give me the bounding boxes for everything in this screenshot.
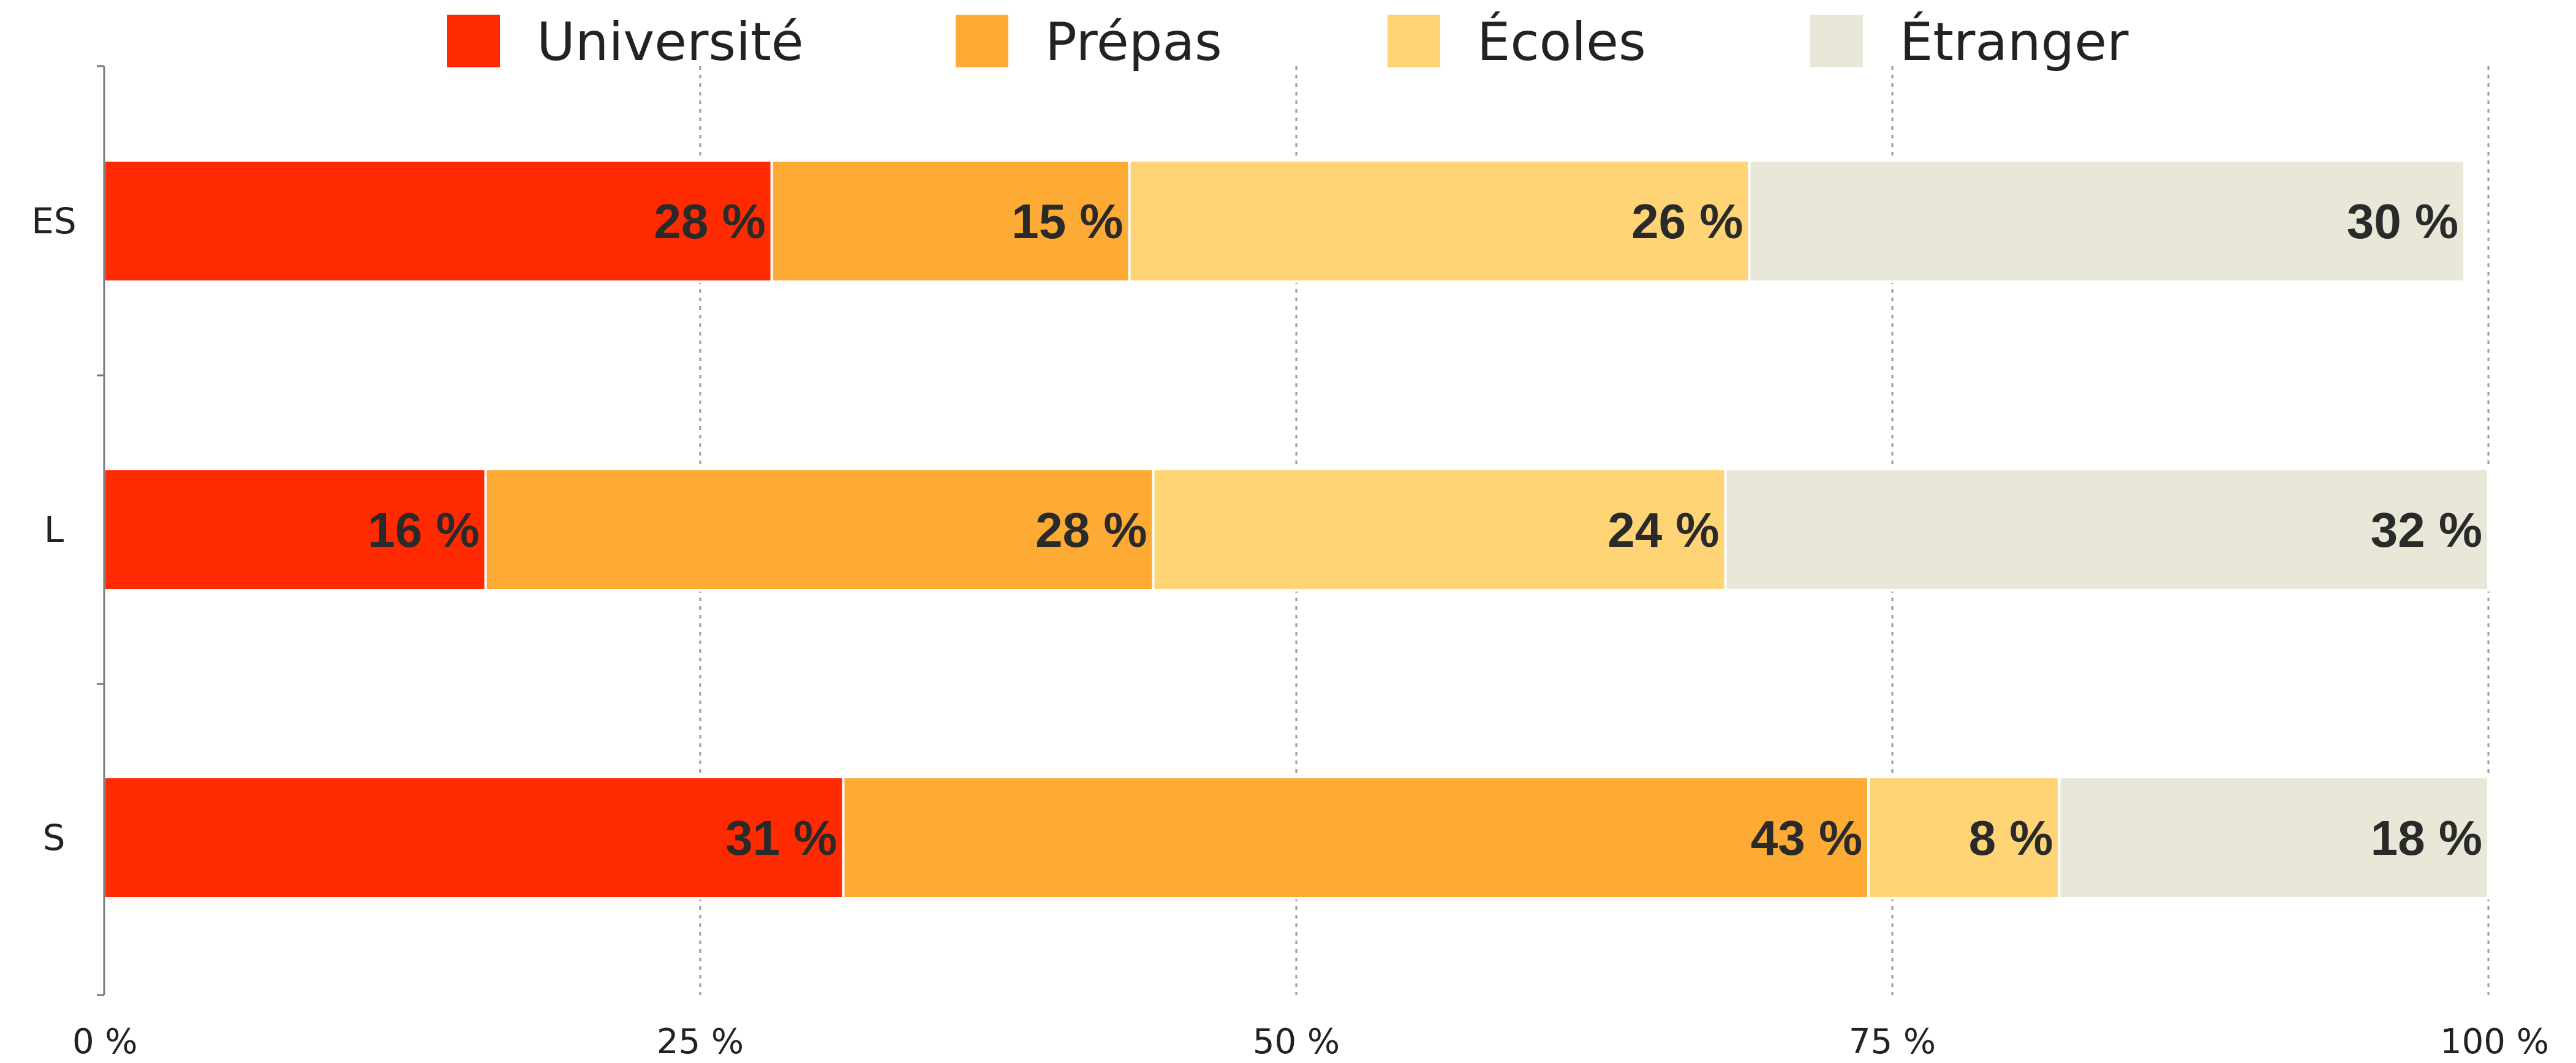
x-tick-label: 100 % [2440, 1022, 2549, 1062]
x-tick-label: 25 % [657, 1022, 744, 1062]
legend-item-etranger: Étranger [1810, 11, 2129, 73]
legend-swatch [1810, 15, 1863, 67]
bar-segment-universite [103, 776, 845, 900]
bar-segment-prepas [770, 159, 1131, 283]
legend-label: Prépas [1045, 12, 1222, 73]
x-tick-label: 50 % [1253, 1022, 1340, 1062]
x-tick-label: 75 % [1849, 1022, 1936, 1062]
bar-row-es: 28 % 15 % 26 % 30 % [103, 159, 2466, 283]
y-tick-label: L [44, 509, 64, 550]
bar-segment-etranger [1724, 468, 2490, 592]
bar-segment-prepas [484, 468, 1155, 592]
data-label: 43 % [1751, 811, 1862, 865]
chart-legend: Université Prépas Écoles Étranger [447, 11, 2129, 73]
legend-label: Étranger [1900, 11, 2129, 73]
legend-swatch [956, 15, 1008, 67]
data-label: 15 % [1011, 194, 1123, 249]
y-tick-label: ES [31, 200, 76, 242]
data-label: 24 % [1607, 503, 1719, 557]
data-label: 18 % [2371, 811, 2482, 865]
legend-label: Université [537, 12, 804, 73]
data-label: 31 % [725, 811, 837, 865]
legend-swatch [1388, 15, 1440, 67]
chart-bars: 28 % 15 % 26 % 30 % 16 % 28 % 24 % 32 % 31 % 43 %… [103, 159, 2490, 900]
data-label: 30 % [2347, 194, 2458, 249]
bar-segment-prepas [842, 776, 1870, 900]
bar-segment-universite [103, 159, 773, 283]
legend-item-universite: Université [447, 12, 804, 73]
data-label: 26 % [1631, 194, 1743, 249]
bar-segment-etranger [1748, 159, 2466, 283]
legend-item-prepas: Prépas [956, 12, 1222, 73]
bar-segment-ecoles [1128, 159, 1751, 283]
x-tick-label: 0 % [72, 1022, 138, 1062]
bar-segment-etranger [2058, 776, 2490, 900]
data-label: 28 % [654, 194, 765, 249]
legend-swatch [447, 15, 500, 67]
data-label: 28 % [1035, 503, 1147, 557]
bar-row-s: 31 % 43 % 8 % 18 % [103, 776, 2490, 900]
bar-segment-ecoles [1867, 776, 2061, 900]
data-label: 8 % [1969, 811, 2053, 865]
chart-axes: ES L S 0 % 25 % 50 % 75 % 100 % [31, 65, 2549, 1062]
bar-row-l: 16 % 28 % 24 % 32 % [103, 468, 2490, 592]
y-tick-label: S [43, 817, 66, 858]
legend-item-ecoles: Écoles [1388, 11, 1646, 73]
legend-label: Écoles [1477, 11, 1646, 73]
data-label: 32 % [2371, 503, 2482, 557]
data-label: 16 % [368, 503, 479, 557]
